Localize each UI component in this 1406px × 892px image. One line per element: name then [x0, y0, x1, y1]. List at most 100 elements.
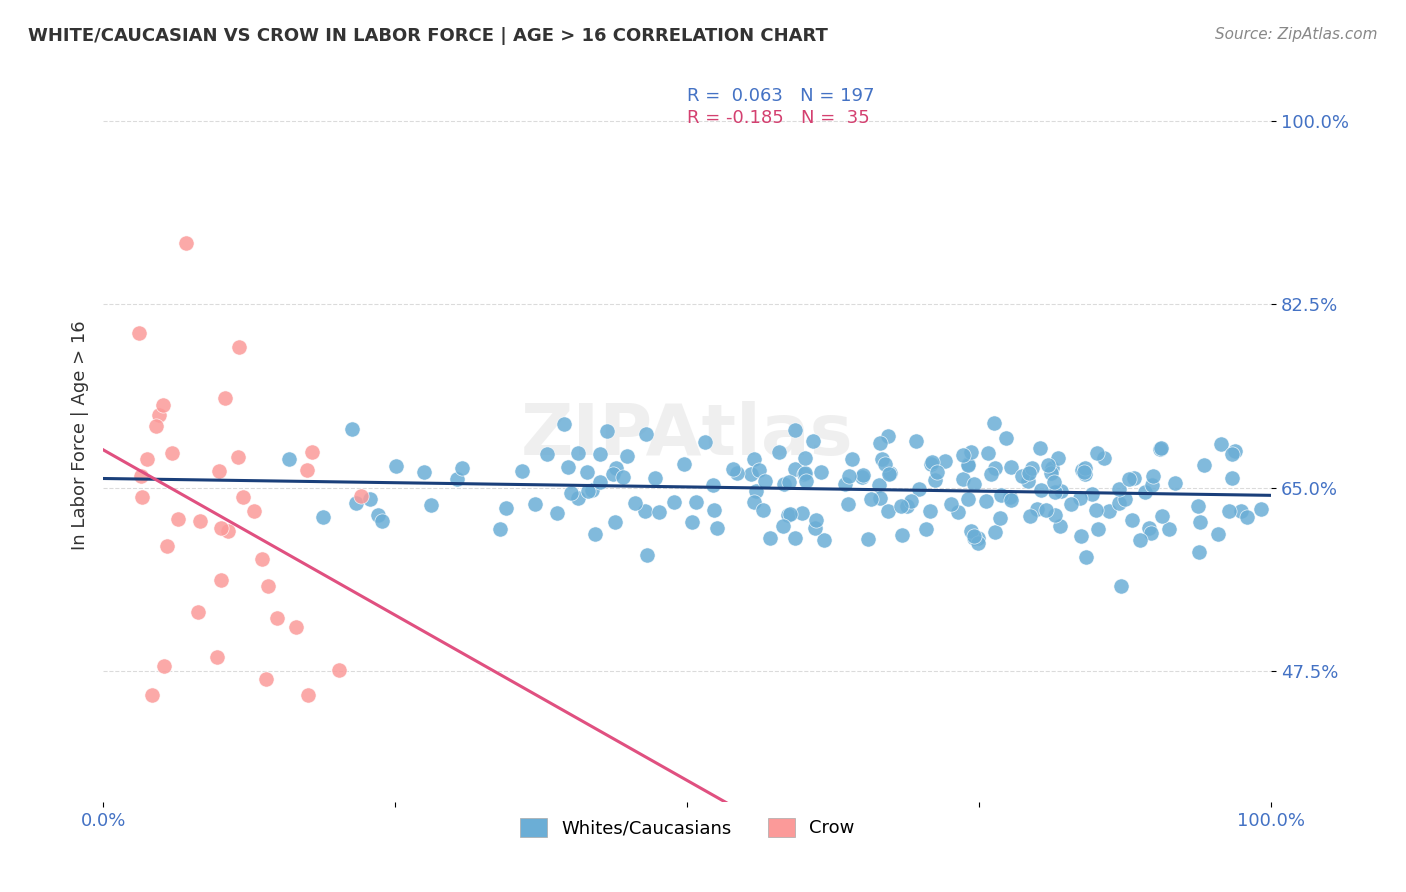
- Point: [129, 469, 152, 483]
- Point: [1049, 483, 1071, 498]
- Point: [980, 467, 1002, 481]
- Point: [328, 663, 350, 677]
- Point: [567, 446, 589, 460]
- Point: [869, 491, 891, 505]
- Point: [1021, 461, 1043, 475]
- Point: [877, 467, 900, 481]
- Point: [589, 475, 612, 490]
- Point: [948, 505, 970, 519]
- Point: [1236, 510, 1258, 524]
- Point: [636, 426, 658, 441]
- Point: [1043, 508, 1066, 523]
- Point: [156, 539, 179, 553]
- Point: [803, 520, 825, 534]
- Point: [1108, 482, 1130, 496]
- Point: [994, 431, 1017, 445]
- Point: [852, 467, 875, 482]
- Point: [983, 416, 1005, 430]
- Point: [794, 467, 817, 481]
- Point: [340, 422, 363, 436]
- Point: [214, 391, 236, 405]
- Point: [920, 457, 942, 471]
- Point: [783, 423, 806, 437]
- Point: [1114, 491, 1136, 506]
- Point: [131, 490, 153, 504]
- Point: [1029, 483, 1052, 497]
- Point: [790, 506, 813, 520]
- Point: [616, 449, 638, 463]
- Point: [1040, 466, 1063, 480]
- Point: [1026, 501, 1049, 516]
- Point: [957, 491, 980, 506]
- Point: [959, 524, 981, 538]
- Point: [312, 510, 335, 524]
- Point: [1043, 475, 1066, 489]
- Point: [141, 688, 163, 702]
- Point: [841, 452, 863, 467]
- Point: [359, 491, 381, 506]
- Point: [1188, 545, 1211, 559]
- Point: [1208, 526, 1230, 541]
- Point: [967, 535, 990, 549]
- Point: [567, 491, 589, 505]
- Point: [495, 500, 517, 515]
- Point: [1121, 513, 1143, 527]
- Point: [295, 463, 318, 477]
- Point: [250, 551, 273, 566]
- Point: [1142, 469, 1164, 483]
- Point: [1029, 442, 1052, 456]
- Point: [962, 477, 984, 491]
- Point: [868, 478, 890, 492]
- Point: [952, 472, 974, 486]
- Point: [976, 494, 998, 508]
- Point: [890, 500, 912, 514]
- Point: [1223, 443, 1246, 458]
- Point: [152, 398, 174, 412]
- Point: [1250, 502, 1272, 516]
- Point: [1074, 467, 1097, 482]
- Point: [596, 425, 619, 439]
- Point: [1000, 460, 1022, 475]
- Point: [662, 495, 685, 509]
- Point: [284, 620, 307, 634]
- Point: [914, 522, 936, 536]
- Point: [806, 513, 828, 527]
- Point: [446, 473, 468, 487]
- Point: [633, 504, 655, 518]
- Point: [703, 503, 725, 517]
- Point: [209, 573, 232, 587]
- Point: [1045, 485, 1067, 500]
- Point: [524, 497, 547, 511]
- Point: [1150, 441, 1173, 455]
- Point: [1230, 504, 1253, 518]
- Point: [557, 460, 579, 475]
- Point: [648, 505, 671, 519]
- Point: [870, 452, 893, 467]
- Point: [1140, 525, 1163, 540]
- Point: [1157, 522, 1180, 536]
- Point: [605, 515, 627, 529]
- Point: [553, 417, 575, 431]
- Point: [589, 447, 612, 461]
- Point: [921, 455, 943, 469]
- Point: [1060, 497, 1083, 511]
- Point: [793, 467, 815, 482]
- Point: [672, 457, 695, 471]
- Point: [1133, 485, 1156, 500]
- Point: [301, 445, 323, 459]
- Point: [1036, 458, 1059, 472]
- Point: [877, 429, 900, 443]
- Point: [512, 464, 534, 478]
- Point: [1220, 471, 1243, 485]
- Point: [581, 483, 603, 497]
- Point: [1149, 442, 1171, 457]
- Point: [776, 508, 799, 522]
- Point: [754, 474, 776, 488]
- Point: [1070, 529, 1092, 543]
- Point: [128, 326, 150, 340]
- Point: [166, 511, 188, 525]
- Point: [963, 531, 986, 545]
- Point: [450, 460, 472, 475]
- Point: [349, 489, 371, 503]
- Point: [1211, 437, 1233, 451]
